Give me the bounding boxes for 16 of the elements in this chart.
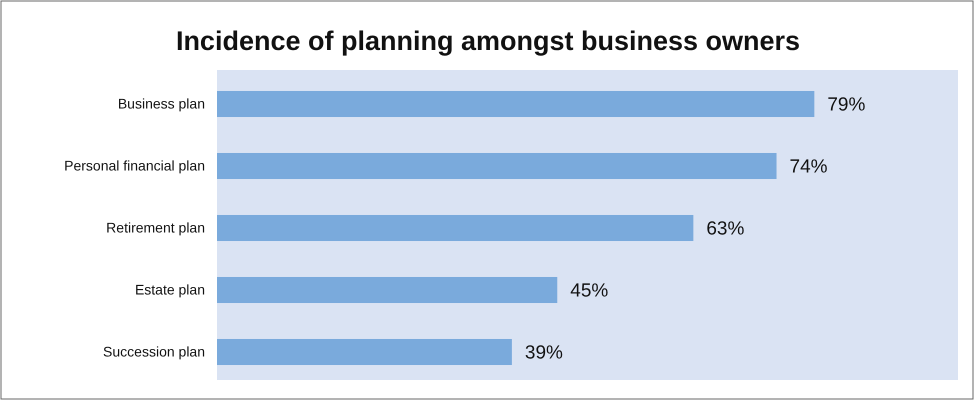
data-label: 45% [570, 280, 608, 302]
data-label: 39% [524, 342, 564, 364]
bar [217, 338, 512, 366]
y-tick-label: Estate plan [134, 281, 205, 298]
data-label: 74% [790, 156, 828, 178]
bar [217, 90, 814, 118]
bar [217, 276, 558, 304]
y-tick-label: Succession plan [103, 343, 205, 360]
data-label: 63% [706, 218, 744, 240]
y-tick-label: Business plan [118, 95, 205, 112]
bar [217, 214, 694, 242]
data-label: 79% [827, 94, 866, 116]
y-tick-label: Personal financial plan [64, 157, 205, 174]
bar [217, 152, 777, 180]
y-tick-label: Retirement plan [106, 219, 205, 236]
chart-title: Incidence of planning amongst business owners [176, 26, 800, 56]
